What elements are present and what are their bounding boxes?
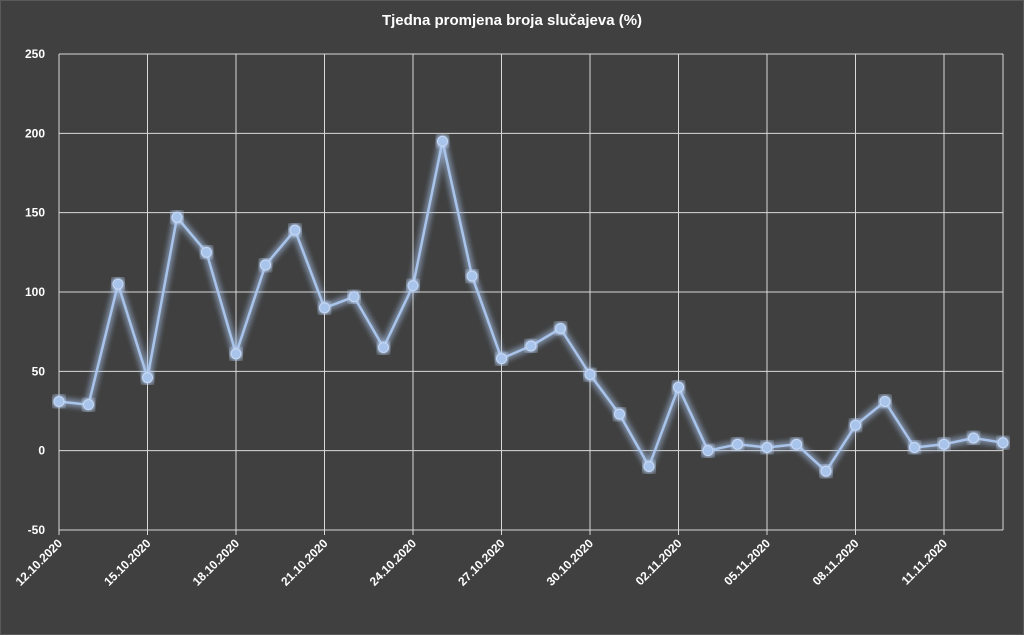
data-point xyxy=(761,441,773,453)
data-point xyxy=(673,381,684,393)
x-tick-label: 11.11.2020 xyxy=(899,536,951,588)
x-tick-label: 02.11.2020 xyxy=(633,536,685,588)
data-point xyxy=(879,395,891,407)
data-point xyxy=(525,340,537,352)
data-point xyxy=(289,224,301,236)
data-point xyxy=(112,278,124,290)
y-tick-label: 100 xyxy=(25,285,45,299)
data-point xyxy=(791,438,802,450)
data-point xyxy=(319,302,330,314)
data-point xyxy=(230,348,242,360)
y-tick-label: 200 xyxy=(25,126,45,140)
data-point xyxy=(437,135,448,147)
x-tick-label: 21.10.2020 xyxy=(278,536,331,589)
x-tick-label: 27.10.2020 xyxy=(455,536,508,589)
data-point xyxy=(909,441,920,453)
grid xyxy=(58,53,1003,531)
x-tick-label: 24.10.2020 xyxy=(367,536,420,589)
data-point xyxy=(968,432,979,444)
x-tick-label: 12.10.2020 xyxy=(13,536,66,589)
data-point xyxy=(997,437,1009,449)
data-point xyxy=(820,465,832,477)
axes xyxy=(58,54,1004,535)
data-point xyxy=(555,322,566,334)
data-point xyxy=(850,419,861,431)
data-point xyxy=(201,246,212,258)
data-point xyxy=(378,342,389,354)
x-tick-label: 08.11.2020 xyxy=(810,536,862,588)
data-point xyxy=(53,395,65,407)
data-point xyxy=(142,372,153,384)
y-tick-label: -50 xyxy=(28,523,46,537)
data-point xyxy=(702,445,714,457)
x-tick-label: 15.10.2020 xyxy=(101,536,154,589)
y-tick-label: 250 xyxy=(25,47,45,61)
data-point xyxy=(260,259,271,271)
x-tick-label: 18.10.2020 xyxy=(190,536,243,589)
data-point xyxy=(938,438,950,450)
y-tick-label: 0 xyxy=(38,444,45,458)
series-line xyxy=(58,140,1004,473)
x-tick-label: 30.10.2020 xyxy=(544,536,597,589)
data-point xyxy=(584,369,596,381)
data-point xyxy=(732,438,743,450)
series-group xyxy=(53,135,1009,477)
data-point xyxy=(348,291,360,303)
data-point xyxy=(614,408,625,420)
y-tick-label: 50 xyxy=(32,364,46,378)
data-point xyxy=(171,211,183,223)
chart-title: Tjedna promjena broja slučajeva (%) xyxy=(381,12,643,29)
data-point xyxy=(407,280,419,292)
data-point xyxy=(496,353,507,365)
y-tick-labels: -50 0 50 100 150 200 250 xyxy=(25,47,45,537)
x-tick-label: 05.11.2020 xyxy=(721,536,773,588)
data-point xyxy=(643,461,655,473)
data-point xyxy=(83,399,94,411)
data-point xyxy=(466,270,478,282)
x-tick-labels: 12.10.2020 15.10.2020 18.10.2020 21.10.2020… xyxy=(13,536,951,589)
y-tick-label: 150 xyxy=(25,206,45,220)
